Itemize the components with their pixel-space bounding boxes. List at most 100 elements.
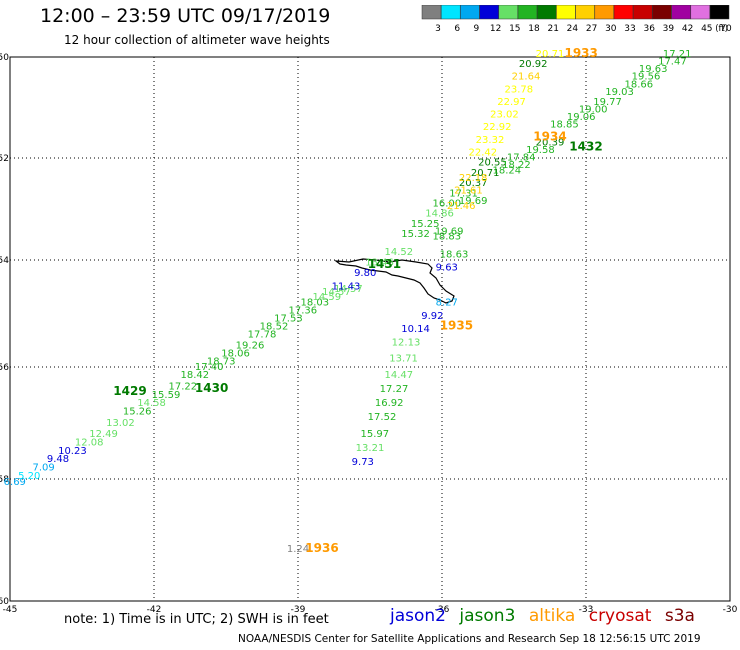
legend-label: 15 (509, 24, 520, 34)
wave-height-value: 13.71 (389, 354, 418, 365)
track-1935: 9.63 9.80 11.43 8.27 9.92 10.14 12.13 13.71 14.4… (332, 263, 473, 468)
track-1933: 20.7120.9221.6423.7822.9723.0222.9223.32… (447, 46, 598, 212)
wave-height-value: 16.92 (375, 398, 404, 409)
legend-label: 18 (528, 24, 540, 34)
wave-height-value: 15.97 (360, 429, 389, 440)
wave-height-value: 17.84 (507, 153, 536, 164)
wave-height-value: 17.21 (663, 49, 692, 60)
wave-height-value: 18.73 (207, 356, 236, 367)
wave-height-value: 19.63 (639, 64, 668, 75)
wave-height-value: 22.97 (497, 97, 526, 108)
wave-height-value: 21.61 (454, 186, 483, 197)
south-georgia-island (333, 258, 455, 304)
legend-label: 36 (643, 24, 655, 34)
wave-height-value: 14.57 (322, 287, 351, 298)
track-time-label: 1431 (368, 257, 401, 271)
wave-height-value: 22.42 (468, 147, 497, 158)
sat-s3a: s3a (664, 606, 695, 626)
wave-height-value: 20.71 (471, 168, 500, 179)
wave-height-value: 18.85 (550, 120, 579, 131)
legend-unit: (ft) (715, 24, 728, 34)
wave-height-value: 14.58 (137, 398, 166, 409)
wave-height-value: 14.47 (384, 370, 413, 381)
wave-height-legend: 3 6 9 12 15 18 21 24 27 30 33 36 39 42 45 70(ft) (421, 5, 732, 34)
track-time-label: 1430 (195, 381, 228, 395)
wave-height-value: 12.13 (392, 338, 421, 349)
wave-height-value: 17.52 (368, 412, 397, 423)
wave-height-value: 13.46 (365, 257, 394, 268)
track-time-label: 1432 (569, 139, 602, 153)
wave-tracks: 6.695.207.099.4810.2312.0812.4913.0215.2… (4, 46, 692, 555)
wave-height-value: 19.00 (579, 105, 608, 116)
wave-height-value: 20.37 (459, 178, 488, 189)
wave-height-value: 15.26 (123, 407, 152, 418)
legend-label: 3 (435, 24, 441, 34)
wave-height-value: 17.40 (195, 362, 224, 373)
wave-height-value: 21.64 (512, 72, 541, 83)
sat-jason2: jason2 (390, 606, 446, 626)
wave-height-value: 8.27 (436, 297, 458, 308)
wave-height-value: 12.49 (89, 429, 118, 440)
wave-height-value: 18.52 (260, 322, 289, 333)
wave-height-value: 18.66 (624, 79, 653, 90)
wave-height-value: 19.06 (567, 112, 596, 123)
wave-height-value: 19.69 (459, 196, 488, 207)
wave-height-value: 18.42 (180, 370, 209, 381)
wave-height-value: 6.69 (4, 477, 26, 488)
map-title: 12:00 – 23:59 UTC 09/17/2019 (40, 5, 331, 27)
legend-label: 70 (720, 24, 732, 34)
wave-height-value: 18.06 (221, 348, 250, 359)
satellite-key: jason2 jason3 altika cryosat s3a (390, 606, 703, 626)
track-1431: 1431 (368, 257, 401, 271)
lat-label: -58 (0, 475, 9, 485)
wave-height-value: 18.22 (502, 160, 531, 171)
wave-height-value: 14.52 (384, 247, 413, 258)
lon-label: -33 (579, 605, 594, 615)
wave-height-value: 18.03 (300, 297, 329, 308)
wave-height-value: 15.32 (401, 229, 430, 240)
track-time-label: 1933 (564, 46, 597, 60)
wave-height-value: 9.92 (421, 311, 443, 322)
wave-height-value: 9.48 (47, 454, 69, 465)
wave-height-value: 17.31 (449, 188, 478, 199)
wave-height-value: 19.69 (435, 227, 464, 238)
legend-label: 9 (474, 24, 480, 34)
wave-height-value: 19.58 (526, 145, 555, 156)
wave-height-value: 7.09 (32, 463, 54, 474)
wave-height-value: 21.46 (447, 201, 476, 212)
legend-label: 39 (663, 24, 675, 34)
wave-height-value: 20.39 (536, 137, 565, 148)
track-time-label: 1936 (305, 541, 338, 555)
footer-note: note: 1) Time is in UTC; 2) SWH is in fe… (64, 612, 329, 627)
wave-height-value: 23.78 (504, 84, 533, 95)
axis-labels: -50 -52 -54 -56 -58 -60-45 -42 -39 -36 -33 -30 (0, 53, 738, 615)
lat-label: -56 (0, 363, 9, 373)
legend-label: 33 (624, 24, 635, 34)
wave-height-value: 15.25 (411, 219, 440, 230)
legend-label: 27 (586, 24, 597, 34)
legend-label: 12 (490, 24, 501, 34)
wave-height-value: 9.80 (354, 268, 376, 279)
wave-height-value: 9.63 (436, 263, 458, 274)
sat-cryosat: cryosat (588, 606, 652, 626)
wave-height-value: 17.36 (288, 306, 317, 317)
lon-label: -45 (3, 605, 18, 615)
wave-height-value: 14.86 (425, 209, 454, 220)
legend-label: 21 (547, 24, 558, 34)
wave-height-value: 18.63 (440, 249, 469, 260)
wave-height-value: 20.55 (478, 158, 507, 169)
wave-height-value: 1.24 (287, 544, 309, 555)
wave-height-value: 14.57 (334, 284, 363, 295)
wave-height-value: 23.32 (476, 135, 505, 146)
wave-height-value: 20.71 (536, 49, 565, 60)
wave-height-value: 19.26 (236, 340, 265, 351)
wave-height-value: 19.56 (632, 72, 661, 83)
wave-height-value: 23.02 (490, 110, 519, 121)
legend-label: 30 (605, 24, 617, 34)
legend-swatch (709, 5, 730, 20)
wave-height-value: 16.00 (432, 198, 461, 209)
wave-height-value: 10.23 (58, 446, 87, 457)
wave-height-value: 5.20 (18, 471, 40, 482)
